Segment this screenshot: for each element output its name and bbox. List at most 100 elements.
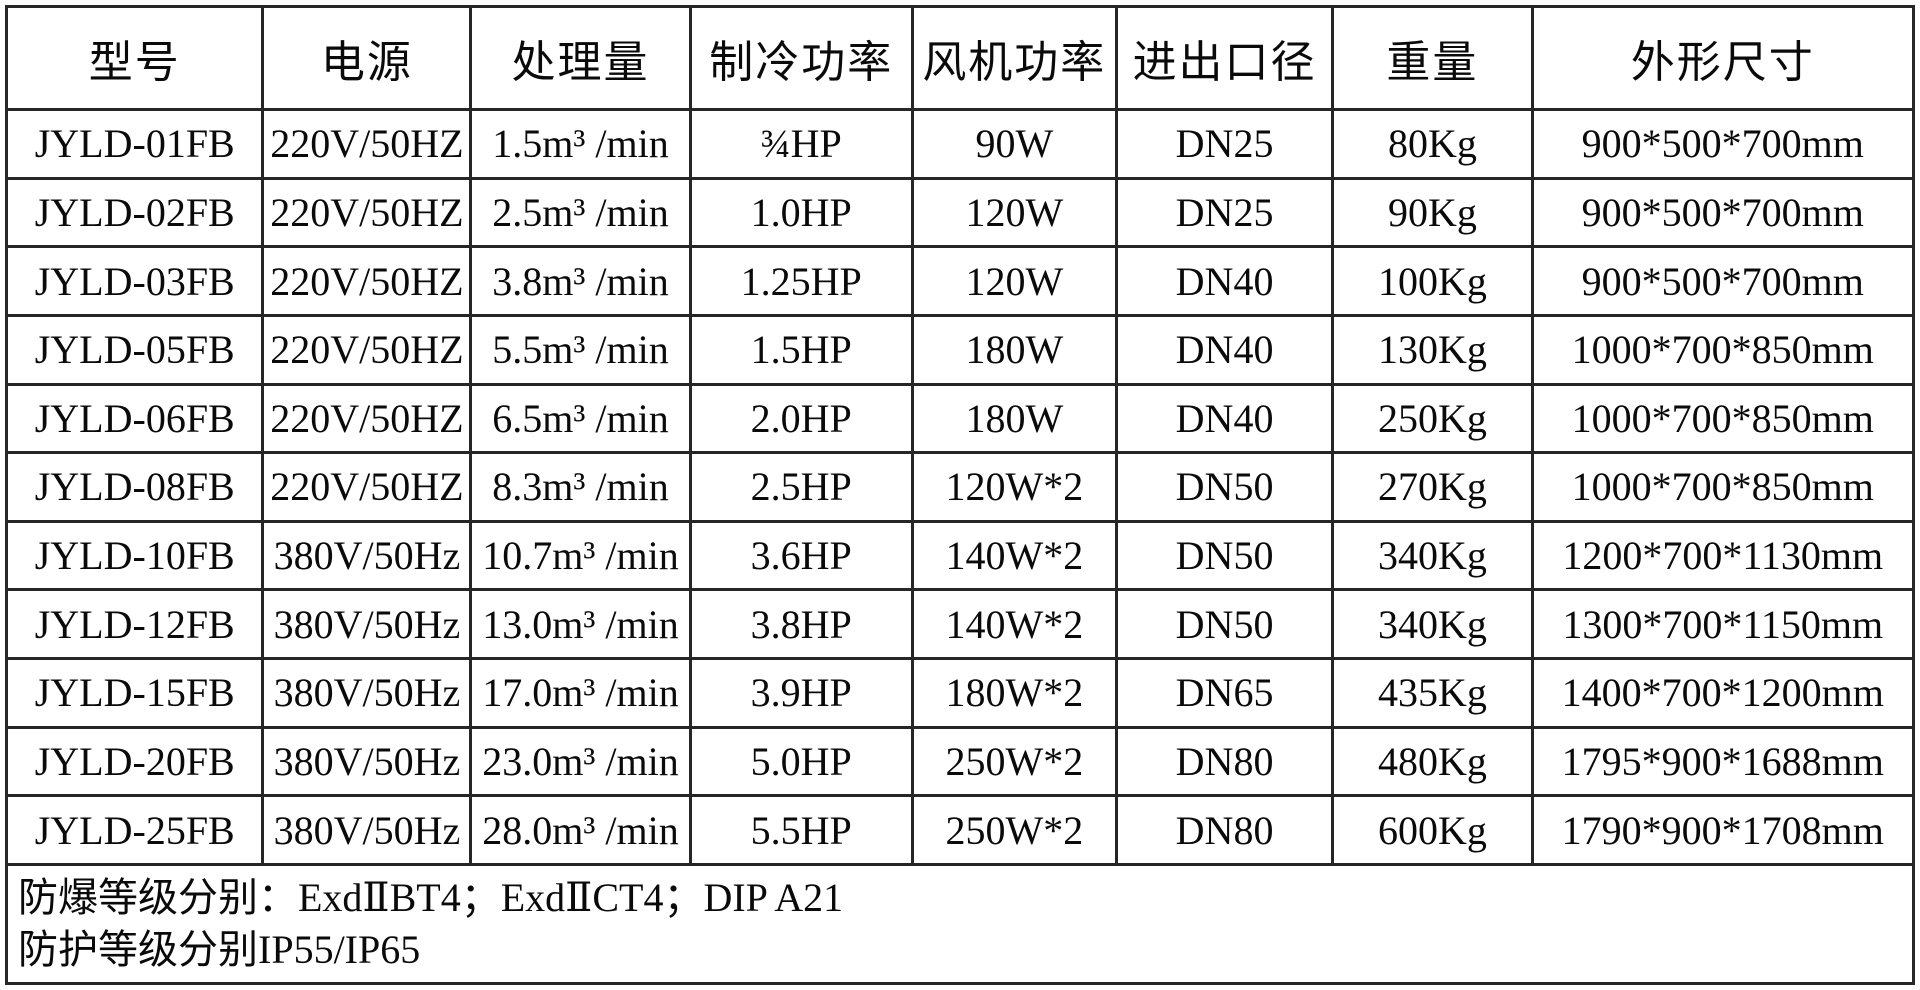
header-row: 型号 电源 处理量 制冷功率 风机功率 进出口径 重量 外形尺寸 <box>4 5 1916 111</box>
cell-model: JYLD-08FB <box>4 451 265 523</box>
cell-port-diameter: DN40 <box>1114 382 1335 455</box>
cell-model: JYLD-01FB <box>4 108 265 180</box>
cell-weight: 100Kg <box>1331 245 1534 317</box>
cell-fan-power: 180W <box>910 382 1118 455</box>
table-footer: 防爆等级分别：ExdⅡBT4；ExdⅡCT4；DIP A21 防护等级分别IP5… <box>5 863 1915 985</box>
cell-cooling-power: 3.6HP <box>688 519 914 592</box>
explosion-proof-grade-note: 防爆等级分别：ExdⅡBT4；ExdⅡCT4；DIP A21 <box>18 875 844 920</box>
cell-model: JYLD-20FB <box>4 725 265 798</box>
cell-capacity: 5.5m³ /min <box>469 313 692 386</box>
cell-port-diameter: DN80 <box>1114 794 1335 866</box>
cell-capacity: 8.3m³ /min <box>469 451 692 523</box>
cell-fan-power: 180W*2 <box>910 657 1118 729</box>
cell-weight: 480Kg <box>1331 725 1534 798</box>
cell-dimensions: 1000*700*850mm <box>1530 451 1916 523</box>
cell-dimensions: 1400*700*1200mm <box>1530 657 1916 729</box>
cell-port-diameter: DN25 <box>1114 108 1335 180</box>
cell-model: JYLD-10FB <box>4 519 265 592</box>
cell-port-diameter: DN40 <box>1114 245 1335 317</box>
cell-capacity: 17.0m³ /min <box>469 657 692 729</box>
cell-power-supply: 220V/50HZ <box>261 176 473 249</box>
cell-port-diameter: DN50 <box>1114 519 1335 592</box>
protection-grade-note: 防护等级分别IP55/IP65 <box>18 927 421 972</box>
cell-cooling-power: 2.5HP <box>688 451 914 523</box>
column-header-dimensions: 外形尺寸 <box>1530 5 1916 111</box>
cell-model: JYLD-12FB <box>4 588 265 660</box>
cell-model: JYLD-02FB <box>4 176 265 249</box>
cell-power-supply: 220V/50HZ <box>261 245 473 317</box>
cell-dimensions: 900*500*700mm <box>1530 176 1916 249</box>
table-row: JYLD-08FB 220V/50HZ 8.3m³ /min 2.5HP 120W*2 D… <box>4 451 1916 523</box>
table-row: JYLD-01FB 220V/50HZ 1.5m³ /min ¾HP 90W DN25 80… <box>4 108 1916 180</box>
cell-port-diameter: DN50 <box>1114 451 1335 523</box>
cell-weight: 250Kg <box>1331 382 1534 455</box>
cell-power-supply: 220V/50HZ <box>261 382 473 455</box>
table-row: JYLD-05FB 220V/50HZ 5.5m³ /min 1.5HP 180W DN4… <box>4 313 1916 386</box>
column-header-port-diameter: 进出口径 <box>1114 5 1335 111</box>
column-header-weight: 重量 <box>1331 5 1534 111</box>
cell-model: JYLD-15FB <box>4 657 265 729</box>
column-header-power-supply: 电源 <box>261 5 473 111</box>
cell-cooling-power: 5.0HP <box>688 725 914 798</box>
cell-dimensions: 1795*900*1688mm <box>1530 725 1916 798</box>
cell-power-supply: 380V/50Hz <box>261 588 473 660</box>
table-row: JYLD-03FB 220V/50HZ 3.8m³ /min 1.25HP 120W DN… <box>4 245 1916 317</box>
cell-dimensions: 1300*700*1150mm <box>1530 588 1916 660</box>
table-body: JYLD-01FB 220V/50HZ 1.5m³ /min ¾HP 90W DN25 80… <box>4 108 1916 866</box>
cell-cooling-power: 3.9HP <box>688 657 914 729</box>
cell-port-diameter: DN80 <box>1114 725 1335 798</box>
cell-dimensions: 1000*700*850mm <box>1530 382 1916 455</box>
table-row: JYLD-12FB 380V/50Hz 13.0m³ /min 3.8HP 140W*2… <box>4 588 1916 660</box>
cell-weight: 80Kg <box>1331 108 1534 180</box>
cell-capacity: 3.8m³ /min <box>469 245 692 317</box>
column-header-cooling-power: 制冷功率 <box>688 5 914 111</box>
cell-power-supply: 380V/50Hz <box>261 657 473 729</box>
cell-dimensions: 1790*900*1708mm <box>1530 794 1916 866</box>
cell-power-supply: 220V/50HZ <box>261 451 473 523</box>
cell-power-supply: 380V/50Hz <box>261 794 473 866</box>
cell-weight: 270Kg <box>1331 451 1534 523</box>
cell-weight: 340Kg <box>1331 519 1534 592</box>
spec-table: 型号 电源 处理量 制冷功率 风机功率 进出口径 重量 外形尺寸 JYLD-01… <box>4 5 1916 985</box>
table-row: JYLD-25FB 380V/50Hz 28.0m³ /min 5.5HP 250W*2… <box>4 794 1916 866</box>
cell-capacity: 28.0m³ /min <box>469 794 692 866</box>
cell-fan-power: 120W <box>910 245 1118 317</box>
column-header-capacity: 处理量 <box>469 5 692 111</box>
cell-port-diameter: DN25 <box>1114 176 1335 249</box>
table-row: JYLD-06FB 220V/50HZ 6.5m³ /min 2.0HP 180W DN4… <box>4 382 1916 455</box>
cell-capacity: 1.5m³ /min <box>469 108 692 180</box>
cell-cooling-power: 5.5HP <box>688 794 914 866</box>
cell-fan-power: 250W*2 <box>910 794 1118 866</box>
cell-weight: 90Kg <box>1331 176 1534 249</box>
cell-power-supply: 220V/50HZ <box>261 108 473 180</box>
cell-cooling-power: 1.25HP <box>688 245 914 317</box>
cell-fan-power: 180W <box>910 313 1118 386</box>
cell-model: JYLD-03FB <box>4 245 265 317</box>
cell-cooling-power: 3.8HP <box>688 588 914 660</box>
cell-model: JYLD-25FB <box>4 794 265 866</box>
column-header-model: 型号 <box>4 5 265 111</box>
cell-capacity: 23.0m³ /min <box>469 725 692 798</box>
cell-weight: 600Kg <box>1331 794 1534 866</box>
footer-notes-cell: 防爆等级分别：ExdⅡBT4；ExdⅡCT4；DIP A21 防护等级分别IP5… <box>5 863 1915 985</box>
table-row: JYLD-15FB 380V/50Hz 17.0m³ /min 3.9HP 180W*2… <box>4 657 1916 729</box>
cell-power-supply: 380V/50Hz <box>261 725 473 798</box>
cell-weight: 435Kg <box>1331 657 1534 729</box>
cell-capacity: 2.5m³ /min <box>469 176 692 249</box>
cell-fan-power: 140W*2 <box>910 519 1118 592</box>
cell-dimensions: 1200*700*1130mm <box>1530 519 1916 592</box>
cell-model: JYLD-05FB <box>4 313 265 386</box>
cell-capacity: 13.0m³ /min <box>469 588 692 660</box>
cell-cooling-power: 1.5HP <box>688 313 914 386</box>
table-row: JYLD-02FB 220V/50HZ 2.5m³ /min 1.0HP 120W DN2… <box>4 176 1916 249</box>
cell-model: JYLD-06FB <box>4 382 265 455</box>
cell-fan-power: 140W*2 <box>910 588 1118 660</box>
column-header-fan-power: 风机功率 <box>910 5 1118 111</box>
cell-cooling-power: ¾HP <box>688 108 914 180</box>
cell-port-diameter: DN40 <box>1114 313 1335 386</box>
cell-fan-power: 120W <box>910 176 1118 249</box>
table-header: 型号 电源 处理量 制冷功率 风机功率 进出口径 重量 外形尺寸 <box>4 5 1916 111</box>
cell-dimensions: 1000*700*850mm <box>1530 313 1916 386</box>
cell-capacity: 6.5m³ /min <box>469 382 692 455</box>
